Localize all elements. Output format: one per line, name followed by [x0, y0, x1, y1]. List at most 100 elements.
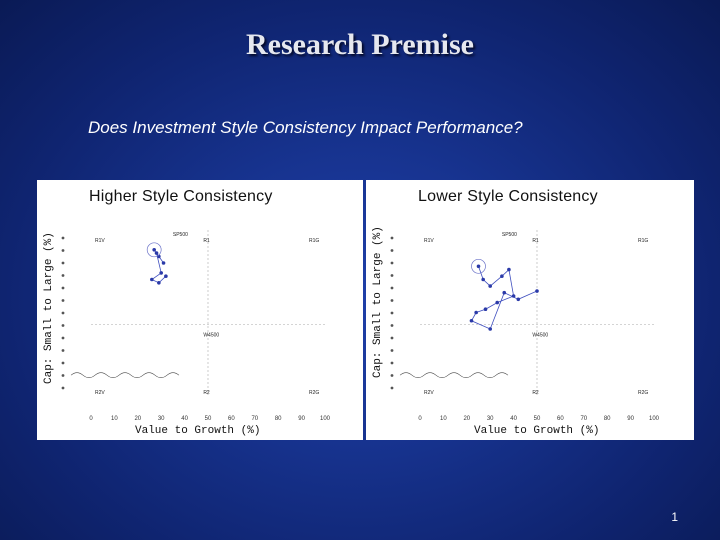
style-index-label: W4500	[532, 333, 548, 339]
x-tick-label: 100	[649, 416, 660, 422]
y-axis-tick-dot	[390, 249, 394, 252]
y-axis-tick-dot	[61, 336, 65, 340]
small-cap-band	[399, 372, 509, 378]
x-tick-label: 20	[463, 416, 470, 422]
right-chart-panel: 0 10 20 30 40 50 60 70 80 90 100 R1V SP500 R1 R1G W4500…	[366, 180, 694, 440]
y-axis-tick-dot	[61, 236, 65, 240]
style-index-label: R2	[532, 390, 539, 396]
y-axis-tick-dot	[390, 361, 394, 365]
data-point	[483, 307, 488, 311]
style-index-label: R1G	[309, 238, 319, 244]
x-tick-label: 30	[487, 416, 494, 422]
y-axis-tick-dot	[61, 386, 65, 390]
data-point	[535, 289, 539, 293]
slide-title: Research Premise	[246, 28, 474, 61]
y-axis-tick-dot	[61, 374, 65, 377]
x-tick-label: 50	[534, 416, 541, 422]
x-tick-label: 80	[275, 416, 282, 422]
x-tick-label: 40	[510, 416, 517, 422]
left-scatter-plot: 0 10 20 30 40 50 60 70 80 90 100 R1V SP500 R1 R1G W4500…	[61, 230, 331, 422]
style-trajectory-line	[470, 266, 538, 330]
x-tick-label: 70	[251, 416, 258, 422]
right-panel-title: Lower Style Consistency	[418, 188, 598, 205]
y-axis-tick-dot	[390, 286, 394, 290]
data-point	[507, 267, 511, 272]
x-tick-label: 40	[181, 416, 188, 422]
style-index-label: R2G	[309, 390, 319, 396]
y-axis-tick-dot	[390, 374, 394, 377]
y-axis-tick-dot	[61, 349, 65, 352]
data-point	[474, 310, 478, 315]
slide-number: 1	[671, 510, 678, 524]
x-tick-label: 60	[557, 416, 564, 422]
style-index-label: R1V	[424, 238, 434, 244]
data-point	[159, 271, 163, 275]
y-axis-tick-dot	[390, 299, 394, 302]
data-point	[516, 297, 521, 302]
style-index-label: SP500	[173, 232, 188, 238]
x-tick-label: 20	[134, 416, 141, 422]
y-axis-tick-dot	[61, 311, 65, 315]
style-index-label: R2	[203, 390, 210, 396]
data-point	[502, 290, 507, 295]
left-x-axis-label: Value to Growth (%)	[135, 425, 261, 437]
y-axis-tick-dot	[61, 274, 65, 277]
style-index-label: R1V	[95, 238, 105, 244]
x-tick-label: 70	[580, 416, 587, 422]
data-point	[495, 300, 500, 305]
data-point	[469, 318, 474, 323]
y-axis-tick-dot	[390, 324, 394, 327]
data-point	[164, 274, 168, 278]
y-axis-tick-dot	[390, 274, 394, 277]
y-axis-tick-dot	[390, 349, 394, 352]
highlight-circle	[471, 258, 486, 274]
y-axis-tick-dot	[390, 261, 394, 265]
y-axis-tick-dot	[390, 336, 394, 340]
data-point	[488, 284, 492, 288]
data-point	[154, 251, 159, 255]
data-point	[161, 261, 166, 265]
highlight-circle	[146, 242, 162, 258]
x-tick-label: 10	[111, 416, 118, 422]
x-tick-label: 80	[604, 416, 611, 422]
data-point	[150, 277, 154, 282]
x-tick-label: 90	[627, 416, 634, 422]
small-cap-band	[70, 372, 180, 378]
right-x-axis-label: Value to Growth (%)	[474, 425, 600, 437]
left-y-axis-label: Cap: Small to Large (%)	[43, 232, 55, 384]
style-index-label: R2V	[95, 390, 105, 396]
y-axis-tick-dot	[61, 286, 65, 290]
x-tick-label: 60	[228, 416, 235, 422]
slide-subtitle: Does Investment Style Consistency Impact…	[88, 118, 523, 137]
data-point	[152, 248, 156, 252]
style-index-label: W4500	[203, 333, 219, 339]
data-point	[157, 281, 161, 285]
left-chart-panel: 0 10 20 30 40 50 60 70 80 90 100 R1V SP500 R1 R1G W4500…	[37, 180, 363, 440]
x-tick-label: 50	[205, 416, 212, 422]
left-panel-title: Higher Style Consistency	[89, 188, 273, 205]
style-index-label: R2V	[424, 390, 434, 396]
style-index-label: R2G	[638, 390, 648, 396]
data-point	[481, 277, 485, 282]
y-axis-tick-dot	[390, 311, 394, 315]
y-axis-tick-dot	[390, 386, 394, 390]
x-tick-label: 0	[89, 416, 93, 422]
right-scatter-plot: 0 10 20 30 40 50 60 70 80 90 100 R1V SP500 R1 R1G W4500…	[390, 230, 660, 422]
y-axis-tick-dot	[61, 361, 65, 365]
y-axis-tick-dot	[61, 299, 65, 302]
right-y-axis-label: Cap: Small to Large (%)	[372, 226, 384, 378]
data-point	[476, 264, 481, 269]
style-index-label: SP500	[502, 232, 517, 238]
x-tick-label: 30	[158, 416, 165, 422]
y-axis-tick-dot	[390, 236, 394, 240]
x-tick-label: 100	[320, 416, 331, 422]
data-point	[500, 274, 504, 278]
x-tick-label: 10	[440, 416, 447, 422]
data-point	[511, 294, 516, 298]
data-point	[488, 327, 492, 331]
style-index-label: R1	[203, 238, 210, 244]
y-axis-tick-dot	[61, 261, 65, 265]
style-index-label: R1	[532, 238, 539, 244]
x-tick-label: 90	[298, 416, 305, 422]
y-axis-tick-dot	[61, 324, 65, 327]
